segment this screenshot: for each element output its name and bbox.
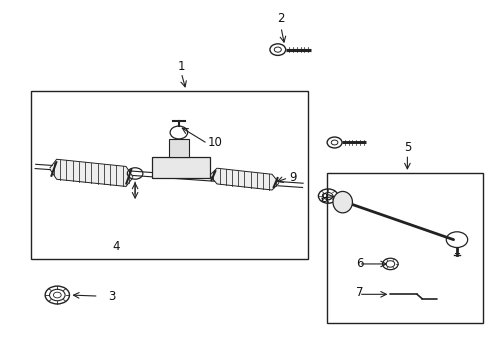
- Bar: [30, 91, 307, 258]
- Bar: [326, 173, 482, 323]
- Text: 1: 1: [177, 60, 184, 73]
- FancyBboxPatch shape: [152, 157, 210, 178]
- Bar: [169, 139, 188, 157]
- Text: 3: 3: [108, 289, 116, 303]
- Text: 10: 10: [207, 136, 223, 149]
- Text: 8: 8: [319, 192, 326, 205]
- Ellipse shape: [332, 192, 352, 213]
- Text: 2: 2: [277, 12, 284, 24]
- Text: 6: 6: [356, 257, 363, 270]
- Text: 7: 7: [356, 286, 363, 299]
- Text: 9: 9: [288, 171, 296, 184]
- Text: 4: 4: [112, 240, 119, 253]
- Text: 5: 5: [403, 141, 410, 154]
